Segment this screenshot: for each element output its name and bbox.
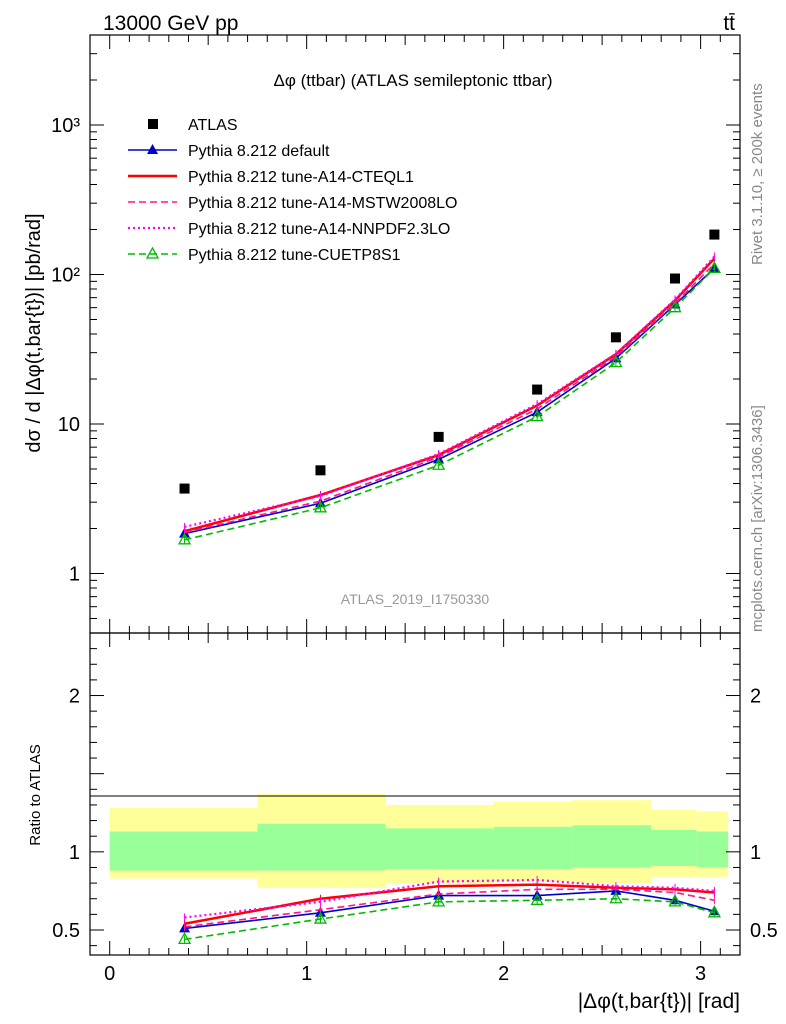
series-marker bbox=[609, 355, 623, 368]
series-marker bbox=[432, 457, 446, 470]
legend-label: Pythia 8.212 tune-CUETP8S1 bbox=[188, 247, 401, 264]
series-marker bbox=[530, 409, 544, 422]
atlas-data-point bbox=[315, 465, 326, 476]
ratio-tick-label-right: 2 bbox=[750, 686, 761, 708]
main-panel: 1 10 10² 10³ Δφ (ttbar) (ATLAS semileptonic… bbox=[23, 34, 741, 634]
y-tick-label: 1 bbox=[69, 564, 80, 586]
atlas-data-point bbox=[670, 273, 680, 284]
ratio-tick-label-right: 0.5 bbox=[750, 920, 778, 942]
series-marker bbox=[668, 894, 682, 907]
ratio-tick-label-right: 1 bbox=[750, 842, 761, 864]
atlas-data-point bbox=[610, 332, 621, 343]
series-marker bbox=[707, 905, 721, 918]
y-tick-label: 10 bbox=[58, 414, 80, 436]
legend-atlas-marker bbox=[148, 119, 158, 129]
ratio-frame bbox=[89, 632, 741, 956]
series-line bbox=[184, 255, 716, 528]
legend-label: Pythia 8.212 tune-A14-MSTW2008LO bbox=[188, 195, 457, 212]
series-marker bbox=[313, 500, 328, 513]
series-marker bbox=[177, 932, 192, 945]
inner-uncertainty-band bbox=[109, 831, 258, 871]
chart-title: Δφ (ttbar) (ATLAS semileptonic ttbar) bbox=[273, 71, 552, 90]
legend-label-atlas: ATLAS bbox=[188, 117, 238, 134]
x-tick-label: 1 bbox=[301, 963, 312, 985]
y-tick-label: 10² bbox=[51, 265, 80, 287]
energy-label: 13000 GeV pp bbox=[103, 12, 238, 35]
atlas-data-point bbox=[179, 483, 190, 494]
series-marker bbox=[432, 894, 446, 907]
atlas-data-point bbox=[709, 229, 720, 240]
legend: ATLAS Pythia 8.212 default Pythia 8.212 tu… bbox=[128, 117, 457, 264]
x-tick-label: 3 bbox=[695, 963, 706, 985]
inner-uncertainty-band bbox=[493, 826, 573, 870]
series-marker bbox=[177, 532, 192, 545]
inner-uncertainty-band bbox=[651, 829, 697, 866]
series-line bbox=[184, 257, 716, 533]
x-axis-label: |Δφ(t,bar{t})| [rad] bbox=[578, 990, 740, 1013]
legend-label: Pythia 8.212 tune-A14-NNPDF2.3LO bbox=[188, 221, 450, 238]
ratio-y-axis-label: Ratio to ATLAS bbox=[27, 744, 44, 845]
series-line bbox=[184, 267, 715, 541]
series-marker bbox=[530, 892, 544, 905]
analysis-label: ATLAS_2019_I1750330 bbox=[341, 591, 490, 607]
series-line bbox=[184, 267, 715, 535]
series-marker bbox=[609, 891, 623, 904]
series-marker bbox=[147, 144, 158, 154]
x-tick-label: 0 bbox=[104, 963, 115, 985]
inner-uncertainty-band bbox=[572, 825, 652, 868]
ratio-tick-label: 2 bbox=[69, 686, 80, 708]
y-axis-label: dσ / d |Δφ(t,bar{t})| [pb/rad] bbox=[23, 213, 45, 452]
inner-uncertainty-band bbox=[385, 828, 494, 870]
legend-label: Pythia 8.212 tune-A14-CTEQL1 bbox=[188, 169, 414, 186]
atlas-data-point bbox=[433, 431, 444, 442]
ratio-tick-label: 1 bbox=[69, 842, 80, 864]
legend-label: Pythia 8.212 default bbox=[188, 143, 330, 160]
x-tick-label: 2 bbox=[498, 963, 509, 985]
atlas-data-point bbox=[532, 384, 543, 395]
inner-uncertainty-band bbox=[696, 831, 729, 868]
y-tick-label: 10³ bbox=[51, 115, 80, 137]
ratio-tick-label: 0.5 bbox=[52, 920, 80, 942]
series-marker bbox=[145, 246, 160, 259]
inner-uncertainty-band bbox=[257, 823, 386, 871]
series-marker bbox=[707, 260, 721, 273]
series-line bbox=[184, 263, 715, 534]
rivet-label: Rivet 3.1.10, ≥ 200k events bbox=[749, 83, 766, 265]
process-label: tt̄ bbox=[723, 12, 735, 35]
ratio-panel: 0.5 0.5 1 1 2 2 0 1 2 3 Ratio to ATLAS |Δφ(t,bar… bbox=[27, 632, 778, 1013]
series-marker bbox=[668, 300, 682, 313]
mcplots-label: mcplots.cern.ch [arXiv:1306.3436] bbox=[749, 405, 766, 632]
series-marker bbox=[313, 911, 328, 924]
